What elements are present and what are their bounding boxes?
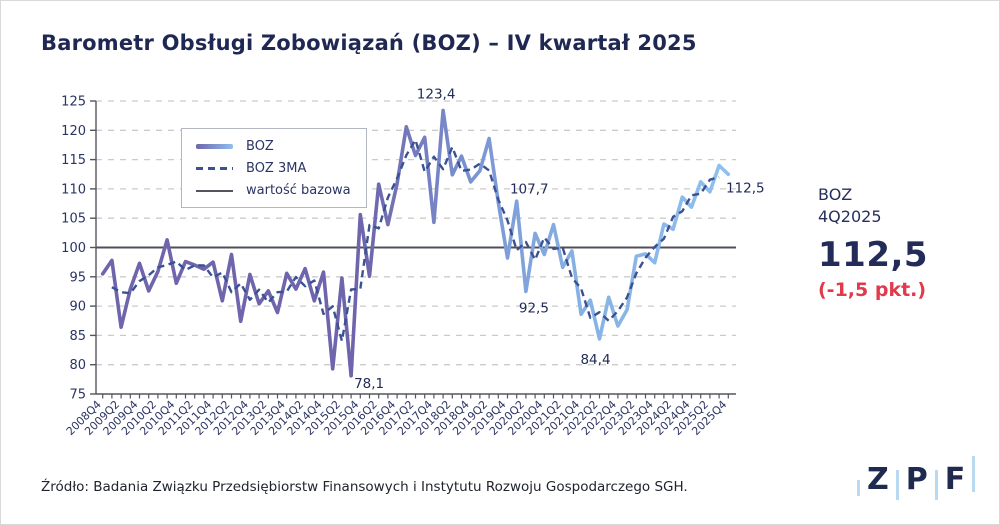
svg-text:100: 100	[61, 241, 86, 256]
summary-panel: BOZ 4Q2025 112,5 (-1,5 pkt.)	[818, 184, 928, 301]
svg-text:78,1: 78,1	[354, 376, 384, 392]
summary-change-badge: (-1,5 pkt.)	[818, 279, 927, 302]
chart-legend: BOZ BOZ 3MA wartość bazowa	[181, 128, 367, 208]
legend-item-boz-3ma: BOZ 3MA	[196, 162, 354, 175]
logo-letter: P	[905, 462, 928, 497]
svg-text:120: 120	[61, 124, 86, 139]
logo-bar-icon	[857, 480, 860, 496]
source-note: Źródło: Badania Związku Przedsiębiorstw …	[41, 479, 688, 495]
baseline-swatch-icon	[196, 189, 233, 192]
svg-text:107,7: 107,7	[510, 181, 549, 197]
logo-bar-icon	[934, 470, 938, 500]
legend-item-boz: BOZ	[196, 140, 354, 153]
svg-text:80: 80	[69, 358, 86, 373]
legend-item-baseline: wartość bazowa	[196, 184, 354, 197]
legend-label: BOZ	[246, 139, 274, 154]
svg-text:112,5: 112,5	[726, 180, 765, 196]
svg-text:105: 105	[61, 212, 86, 227]
boz-3ma-dashed-swatch-icon	[196, 167, 233, 170]
svg-text:84,4: 84,4	[580, 352, 610, 368]
summary-quarter: 4Q2025	[818, 207, 882, 226]
svg-text:115: 115	[61, 153, 86, 168]
svg-text:85: 85	[69, 329, 86, 344]
logo-letter: Z	[867, 462, 889, 497]
legend-label: wartość bazowa	[246, 183, 351, 198]
summary-value: 112,5	[818, 235, 929, 275]
zpf-logo: Z P F	[857, 454, 976, 506]
svg-text:92,5: 92,5	[519, 300, 549, 316]
legend-label: BOZ 3MA	[246, 161, 307, 176]
svg-text:110: 110	[61, 182, 86, 197]
svg-text:125: 125	[61, 95, 86, 110]
svg-text:90: 90	[69, 300, 86, 315]
svg-text:95: 95	[69, 270, 86, 285]
logo-bar-icon	[895, 470, 899, 500]
page-title: Barometr Obsługi Zobowiązań (BOZ) – IV k…	[41, 31, 697, 55]
logo-bar-icon	[972, 456, 976, 492]
svg-text:123,4: 123,4	[417, 86, 456, 102]
boz-line-swatch-icon	[196, 144, 233, 149]
summary-index-name: BOZ	[818, 185, 853, 204]
logo-letter: F	[944, 462, 966, 497]
svg-text:75: 75	[69, 388, 86, 403]
